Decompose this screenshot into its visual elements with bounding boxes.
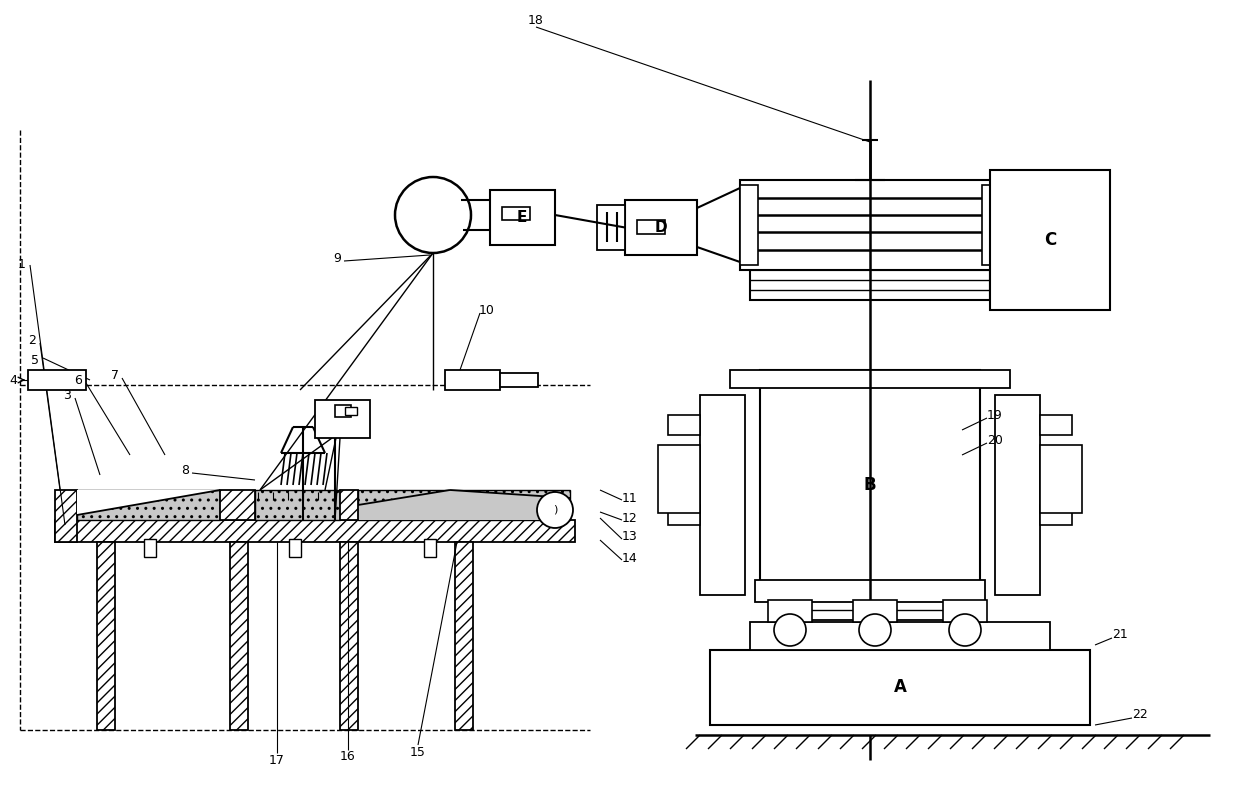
Text: 22: 22 — [1132, 709, 1148, 721]
Text: 5: 5 — [31, 353, 38, 367]
Bar — [760, 370, 980, 600]
Bar — [358, 490, 570, 520]
Bar — [1040, 445, 1083, 513]
Text: C: C — [1044, 231, 1056, 249]
Bar — [658, 445, 701, 513]
Bar — [255, 490, 340, 520]
Bar — [668, 415, 701, 435]
Bar — [229, 542, 248, 730]
Bar — [853, 600, 897, 622]
Text: 16: 16 — [340, 750, 356, 763]
Bar — [750, 270, 990, 300]
Bar — [711, 650, 1090, 725]
Bar — [755, 580, 985, 602]
Bar — [502, 207, 529, 220]
Circle shape — [859, 614, 892, 646]
Circle shape — [774, 614, 806, 646]
Bar — [345, 407, 357, 415]
Bar — [596, 205, 625, 250]
Text: 21: 21 — [1112, 629, 1128, 641]
Bar — [740, 185, 758, 265]
Bar — [750, 622, 1050, 650]
Text: 9: 9 — [334, 251, 341, 265]
Circle shape — [537, 492, 573, 528]
Bar — [315, 400, 370, 438]
Text: E: E — [517, 209, 527, 224]
Bar — [490, 190, 556, 245]
Bar — [730, 370, 1011, 388]
Bar — [455, 542, 472, 730]
Text: 6: 6 — [74, 374, 82, 386]
Circle shape — [949, 614, 981, 646]
Text: 15: 15 — [410, 746, 425, 758]
Bar — [340, 542, 358, 730]
Bar — [990, 170, 1110, 310]
Bar — [55, 490, 77, 542]
Text: 12: 12 — [622, 511, 637, 525]
Text: 8: 8 — [181, 464, 188, 476]
Bar — [637, 220, 665, 234]
Text: 2: 2 — [29, 333, 36, 347]
Bar — [942, 600, 987, 622]
Bar — [982, 185, 999, 265]
Bar — [625, 200, 697, 255]
Text: 18: 18 — [528, 13, 544, 27]
Bar — [668, 505, 701, 525]
Text: 20: 20 — [987, 434, 1003, 446]
Bar — [340, 490, 358, 520]
Text: D: D — [655, 220, 667, 235]
Text: 7: 7 — [112, 368, 119, 382]
Bar — [445, 370, 500, 390]
Text: A: A — [894, 679, 906, 697]
Bar — [144, 539, 156, 557]
Bar — [1040, 415, 1073, 435]
Text: 4: 4 — [9, 374, 17, 386]
Bar — [289, 539, 301, 557]
Text: ): ) — [553, 505, 557, 515]
Text: 14: 14 — [622, 551, 637, 565]
Polygon shape — [77, 490, 219, 515]
Bar — [29, 370, 86, 390]
Bar — [335, 405, 351, 417]
Bar — [1040, 505, 1073, 525]
Text: 1: 1 — [19, 258, 26, 272]
Circle shape — [396, 177, 471, 253]
Text: 10: 10 — [479, 303, 495, 317]
Bar — [994, 395, 1040, 595]
Bar — [424, 539, 436, 557]
Bar — [77, 490, 219, 520]
Bar — [785, 600, 955, 620]
Text: 3: 3 — [63, 389, 71, 401]
Text: B: B — [864, 476, 877, 494]
Bar — [701, 395, 745, 595]
Bar — [500, 373, 538, 387]
Bar — [55, 520, 575, 542]
Text: 11: 11 — [622, 491, 637, 505]
Text: 13: 13 — [622, 531, 637, 544]
Polygon shape — [358, 490, 570, 520]
Text: 17: 17 — [269, 754, 285, 766]
Text: 19: 19 — [987, 408, 1003, 422]
Bar — [740, 180, 999, 270]
Bar — [768, 600, 812, 622]
Bar — [219, 490, 255, 520]
Bar — [97, 542, 115, 730]
